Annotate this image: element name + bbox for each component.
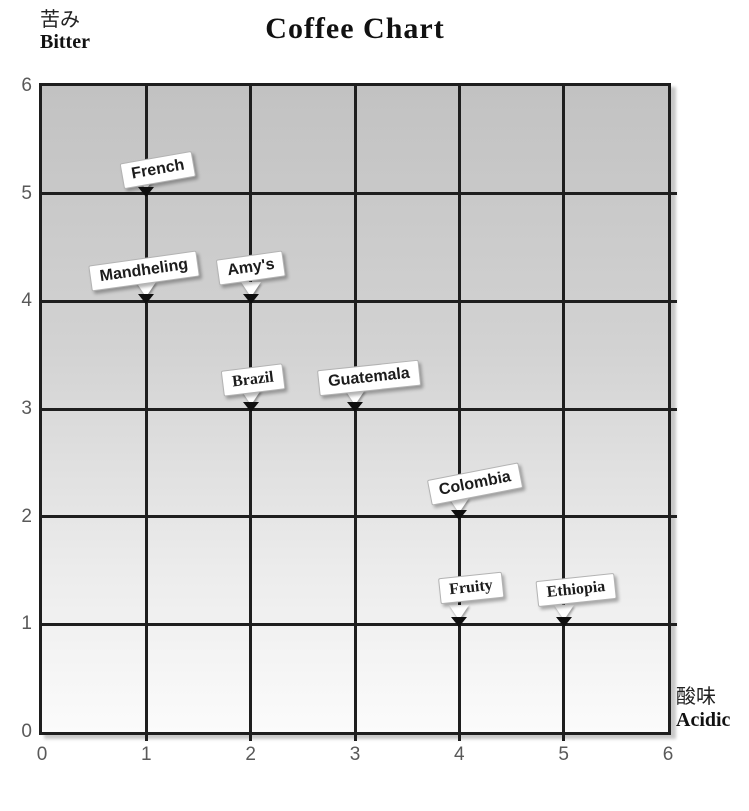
y-tick-label: 4	[21, 290, 32, 312]
data-point-marker	[242, 402, 259, 412]
x-tick-label: 5	[558, 744, 569, 765]
y-axis-label: 苦み Bitter	[40, 8, 90, 54]
x-tick-label: 4	[454, 744, 465, 765]
data-point-label: French	[119, 150, 197, 189]
data-point-label: Brazil	[220, 363, 285, 397]
label-tail	[449, 605, 470, 621]
grid-line-vertical	[353, 86, 357, 741]
data-point-marker	[138, 294, 155, 305]
label-tail	[136, 282, 157, 298]
grid-line-horizontal	[42, 299, 677, 303]
data-point-label: Fruity	[438, 572, 505, 605]
x-axis-label-english: Acidic	[676, 709, 731, 731]
data-point-marker	[347, 402, 363, 412]
x-axis-ticks: 0 1 2 3 4 5 6	[37, 744, 674, 770]
grid-line-horizontal	[42, 515, 677, 519]
label-tail	[345, 390, 365, 405]
x-tick-label: 6	[662, 744, 674, 765]
x-tick-label: 2	[245, 744, 256, 765]
x-tick-label: 0	[36, 744, 48, 765]
data-point-label: Amy's	[215, 250, 286, 286]
y-tick-label: 2	[21, 505, 32, 527]
grid-line-vertical	[562, 86, 566, 741]
data-point-marker	[138, 186, 155, 197]
y-tick-label: 0	[21, 721, 32, 742]
grid-line-horizontal	[42, 622, 677, 626]
x-tick-label: 1	[141, 744, 152, 765]
data-point-marker	[555, 617, 572, 628]
data-point-label: Ethiopia	[535, 573, 617, 608]
y-axis-label-english: Bitter	[40, 31, 90, 53]
data-point-marker	[451, 509, 468, 520]
y-tick-label: 6	[21, 75, 32, 96]
x-axis-label-japanese: 酸味	[676, 684, 716, 708]
x-axis-label: 酸味 Acidic	[676, 684, 730, 732]
y-tick-label: 3	[21, 398, 32, 419]
chart-title: Coffee Chart	[265, 12, 445, 45]
label-tail	[553, 605, 574, 621]
grid-line-vertical	[249, 86, 253, 741]
plot-area: French Mandheling Amy's Brazil Guatemala Colo…	[39, 83, 677, 741]
x-tick-label: 3	[349, 744, 361, 765]
grid-line-vertical	[144, 86, 148, 741]
grid-line-horizontal	[42, 192, 677, 196]
y-tick-label: 1	[21, 613, 32, 635]
y-axis-ticks: 0 1 2 3 4 5 6	[2, 75, 34, 742]
data-point-label: Colombia	[427, 462, 524, 506]
data-point-marker	[242, 294, 259, 305]
data-point-marker	[451, 617, 468, 628]
label-tail	[240, 282, 261, 298]
label-tail	[449, 497, 470, 513]
y-tick-label: 5	[21, 182, 32, 204]
y-axis-label-japanese: 苦み	[40, 7, 80, 31]
grid-line-vertical	[457, 86, 461, 741]
data-point-label: Guatemala	[317, 359, 421, 397]
